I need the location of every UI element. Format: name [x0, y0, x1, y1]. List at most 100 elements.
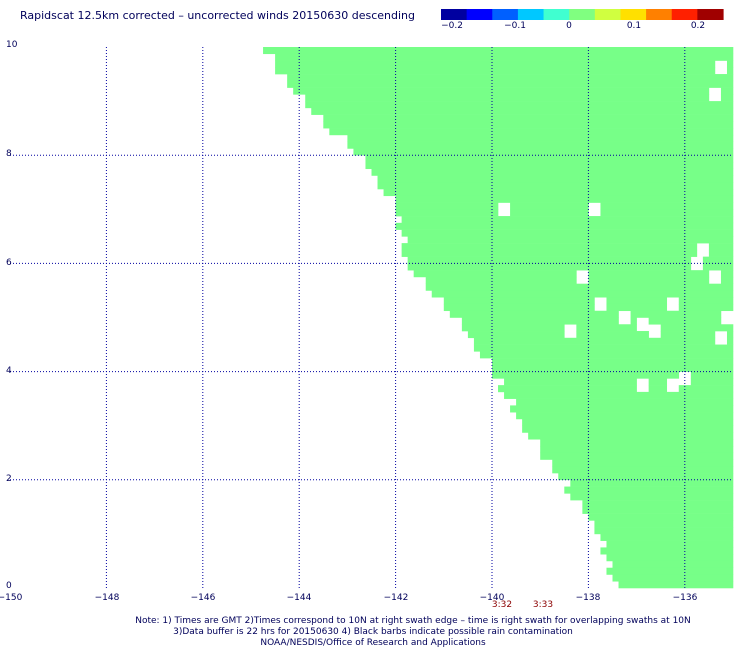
swath-cell-run [492, 371, 680, 379]
swath-cell-run [377, 175, 734, 183]
swath-cell-run [311, 107, 734, 115]
swath-cell-run [431, 290, 734, 298]
colorbar-tick: 0.1 [626, 21, 642, 31]
swath-cell-run [720, 87, 734, 95]
x-tick-label: −150 [0, 593, 23, 603]
swath-cell-run [594, 527, 734, 535]
swath-cell-run [365, 161, 734, 170]
swath-cell-run [461, 324, 565, 332]
colorbar-segment [543, 9, 570, 20]
swath-cell-run [600, 533, 734, 541]
swath-cell-run [395, 209, 499, 217]
swath-cell-run [600, 547, 734, 555]
swath-cell-run [702, 263, 734, 271]
swath-cell-run [305, 101, 734, 109]
swath-cell-run [275, 67, 716, 75]
swath-cell-run [630, 310, 722, 318]
swath-cells [263, 47, 734, 589]
swath-cell-run [371, 168, 734, 176]
swath-cell-run [612, 560, 734, 569]
swath-cell-run [473, 337, 716, 345]
swath-cell-run [401, 243, 698, 251]
swath-cell-run [690, 378, 734, 386]
colorbar-tick: −0.1 [504, 21, 526, 31]
swath-cell-run [582, 506, 734, 514]
swath-cell-run [594, 520, 734, 528]
swath-cell-run [570, 493, 734, 501]
colorbar-segment [569, 9, 596, 20]
swath-cell-run [395, 202, 499, 210]
colorbar-segment [517, 9, 545, 20]
swath-cell-run [618, 581, 734, 589]
swath-cell-run [275, 60, 716, 68]
y-tick-label: 10 [6, 40, 18, 50]
swath-cell-run [504, 378, 637, 386]
swath-cell-run [606, 297, 668, 305]
swath-cell-run [347, 134, 734, 142]
swath-cell-run [660, 324, 734, 332]
swath-cell-run [365, 155, 734, 163]
colorbar-tick: 0.2 [690, 21, 706, 31]
x-tick-label: −146 [190, 593, 216, 603]
swath-cell-run [576, 324, 637, 332]
swath-cell-run [413, 270, 577, 278]
swath-cell-run [588, 270, 710, 278]
swath-cell-run [347, 141, 734, 149]
swath-cell-run [606, 540, 734, 548]
swath-cell-run [678, 297, 734, 305]
footnote-line-3: NOAA/NESDIS/Office of Research and Appli… [260, 638, 486, 648]
colorbar-tick: −0.2 [441, 21, 463, 31]
swath-cell-run [287, 74, 734, 82]
y-tick-label: 8 [6, 149, 12, 159]
swath-cell-run [401, 229, 734, 237]
swath-cell-run [660, 331, 716, 339]
swath-cell-run [323, 121, 734, 129]
swath-cell-run [630, 317, 637, 325]
swath-cell-run [606, 567, 734, 575]
swath-cell-run [600, 202, 734, 210]
swath-cell-run [425, 276, 577, 284]
y-tick-label: 0 [6, 581, 12, 591]
swath-cell-run [558, 473, 734, 481]
swath-cell-run [552, 459, 734, 467]
swath-cell-run [540, 445, 734, 454]
swath-cell-run [516, 398, 734, 406]
colorbar-segment [492, 9, 519, 20]
swath-cell-run [305, 94, 710, 102]
swath-cell-run [588, 513, 734, 521]
colorbar [441, 9, 724, 20]
swath-cell-run [720, 94, 734, 102]
swath-cell-run [263, 47, 734, 55]
swath-cell-run [552, 466, 734, 474]
swath-cell-run [648, 385, 668, 393]
time-label: 3:32 [491, 600, 513, 610]
swath-cell-run [582, 500, 734, 508]
colorbar-segment [671, 9, 698, 20]
swath-cell-run [443, 297, 595, 305]
colorbar-segment [697, 9, 724, 20]
swath-cell-run [461, 317, 619, 325]
x-tick-label: −142 [383, 593, 409, 603]
colorbar-segment [466, 9, 493, 20]
y-tick-label: 4 [6, 366, 12, 376]
x-tick-label: −144 [286, 593, 312, 603]
swath-cell-run [720, 270, 734, 278]
y-tick-label: 6 [6, 258, 12, 268]
time-label: 3:33 [532, 600, 554, 610]
swath-cell-run [588, 276, 710, 284]
swath-cell-run [492, 364, 734, 372]
swath-cell-run [407, 256, 692, 264]
swath-cell-run [600, 209, 734, 217]
colorbar-segment [646, 9, 673, 20]
colorbar-tick: 0 [566, 21, 572, 31]
swath-cell-run [443, 303, 595, 312]
swath-cell-run [377, 182, 734, 190]
swath-cell-run [329, 128, 734, 136]
swath-cell-run [690, 371, 734, 379]
swath-cell-run [612, 574, 734, 582]
colorbar-segment [620, 9, 647, 20]
footnote-line-2: 3)Data buffer is 22 hrs for 20150630 4) … [173, 627, 573, 637]
y-tick-label: 2 [6, 474, 12, 484]
swath-cell-run [353, 148, 734, 156]
swath-cell-run [726, 337, 734, 345]
